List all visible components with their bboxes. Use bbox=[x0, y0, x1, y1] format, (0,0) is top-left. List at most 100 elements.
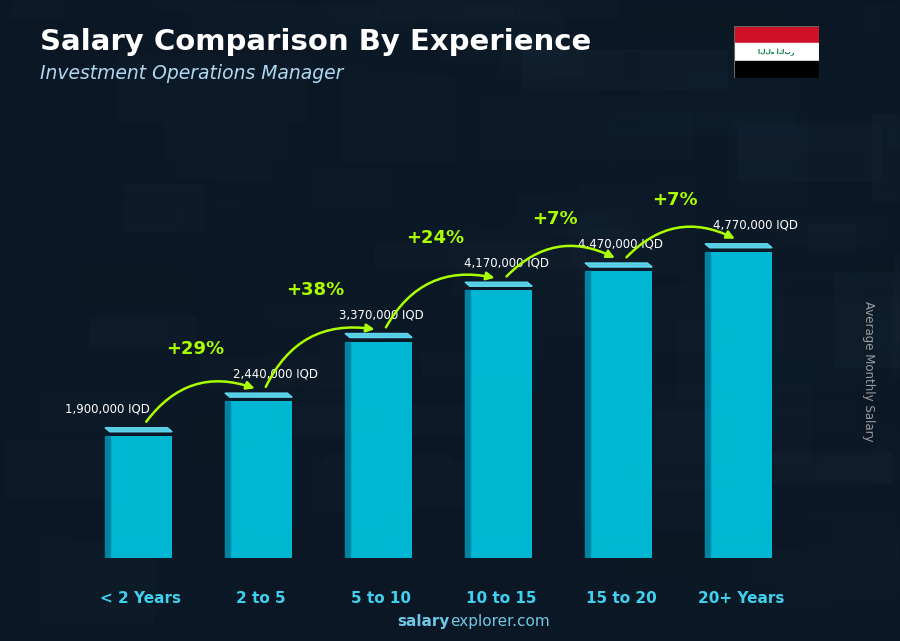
Bar bbox=[642, 7, 779, 67]
Bar bbox=[757, 547, 898, 584]
Bar bbox=[516, 194, 642, 236]
Text: 3,370,000 IQD: 3,370,000 IQD bbox=[338, 308, 423, 321]
Bar bbox=[454, 23, 557, 112]
Bar bbox=[848, 260, 900, 280]
Text: +24%: +24% bbox=[406, 229, 464, 247]
Bar bbox=[319, 310, 382, 387]
Text: 1,900,000 IQD: 1,900,000 IQD bbox=[65, 403, 149, 415]
Bar bbox=[640, 44, 795, 135]
Bar bbox=[685, 224, 868, 281]
Bar bbox=[608, 109, 691, 170]
Bar bbox=[502, 35, 581, 75]
Bar bbox=[590, 271, 652, 558]
Bar bbox=[72, 210, 191, 304]
Bar bbox=[615, 511, 717, 595]
Bar bbox=[580, 480, 750, 529]
Bar bbox=[176, 157, 271, 178]
Bar bbox=[687, 69, 795, 124]
Bar bbox=[817, 404, 900, 481]
Bar bbox=[805, 515, 900, 558]
Bar bbox=[896, 253, 900, 340]
Bar bbox=[242, 449, 318, 485]
Bar bbox=[531, 301, 654, 390]
Bar bbox=[868, 313, 900, 348]
Bar bbox=[110, 436, 172, 558]
Bar bbox=[873, 56, 900, 144]
Bar bbox=[710, 252, 772, 558]
Bar bbox=[873, 74, 900, 108]
Bar bbox=[310, 174, 478, 235]
Bar bbox=[835, 273, 900, 367]
Polygon shape bbox=[465, 290, 470, 558]
Bar bbox=[872, 114, 900, 200]
Bar bbox=[502, 217, 649, 265]
Polygon shape bbox=[345, 342, 350, 558]
Text: 20+ Years: 20+ Years bbox=[698, 591, 784, 606]
Polygon shape bbox=[585, 263, 652, 267]
Bar bbox=[619, 265, 692, 313]
Bar bbox=[328, 0, 545, 18]
Bar bbox=[464, 0, 617, 17]
Text: explorer.com: explorer.com bbox=[450, 615, 550, 629]
Text: 15 to 20: 15 to 20 bbox=[586, 591, 656, 606]
Bar bbox=[554, 186, 608, 234]
Bar bbox=[249, 474, 378, 520]
Bar bbox=[73, 323, 161, 404]
Bar bbox=[168, 375, 290, 433]
Bar bbox=[892, 297, 900, 376]
Bar bbox=[594, 386, 811, 462]
Bar bbox=[413, 77, 597, 101]
Bar bbox=[706, 301, 862, 387]
Text: Investment Operations Manager: Investment Operations Manager bbox=[40, 64, 344, 83]
Bar bbox=[201, 356, 406, 387]
Text: < 2 Years: < 2 Years bbox=[101, 591, 182, 606]
Bar bbox=[338, 0, 514, 31]
Bar bbox=[481, 96, 690, 160]
Bar bbox=[505, 49, 623, 79]
Bar bbox=[558, 160, 642, 190]
Bar bbox=[733, 113, 806, 202]
Bar bbox=[192, 6, 377, 35]
Bar bbox=[565, 467, 623, 517]
Text: 2,440,000 IQD: 2,440,000 IQD bbox=[233, 368, 318, 381]
Bar bbox=[734, 26, 819, 43]
Bar bbox=[626, 35, 783, 77]
Bar bbox=[40, 542, 154, 624]
Bar bbox=[827, 454, 900, 479]
Bar bbox=[734, 43, 819, 61]
Bar bbox=[551, 577, 599, 637]
Bar bbox=[724, 461, 900, 521]
Bar bbox=[251, 499, 311, 528]
Bar bbox=[581, 180, 690, 275]
Bar bbox=[571, 214, 632, 297]
Bar bbox=[684, 276, 859, 301]
Bar bbox=[863, 5, 900, 98]
Bar bbox=[186, 55, 368, 78]
Bar bbox=[375, 243, 585, 269]
Text: 4,170,000 IQD: 4,170,000 IQD bbox=[464, 257, 550, 270]
Bar bbox=[186, 417, 270, 465]
Bar bbox=[22, 504, 74, 572]
Bar bbox=[158, 0, 295, 12]
Bar bbox=[678, 320, 738, 400]
Bar bbox=[40, 392, 156, 433]
Bar bbox=[346, 63, 448, 96]
Bar bbox=[448, 293, 643, 336]
Bar bbox=[215, 168, 393, 205]
Polygon shape bbox=[225, 401, 230, 558]
Bar bbox=[573, 117, 795, 176]
Bar bbox=[267, 306, 358, 372]
Bar bbox=[24, 202, 239, 265]
Bar bbox=[770, 297, 900, 381]
Polygon shape bbox=[705, 244, 772, 248]
Bar bbox=[451, 229, 619, 296]
Bar bbox=[775, 585, 900, 637]
Bar bbox=[877, 425, 900, 492]
Bar bbox=[11, 0, 64, 19]
Bar bbox=[809, 225, 855, 253]
Bar bbox=[304, 337, 366, 400]
Text: Average Monthly Salary: Average Monthly Salary bbox=[862, 301, 875, 442]
Bar bbox=[619, 551, 830, 604]
Bar bbox=[41, 542, 240, 615]
Bar bbox=[125, 185, 202, 230]
